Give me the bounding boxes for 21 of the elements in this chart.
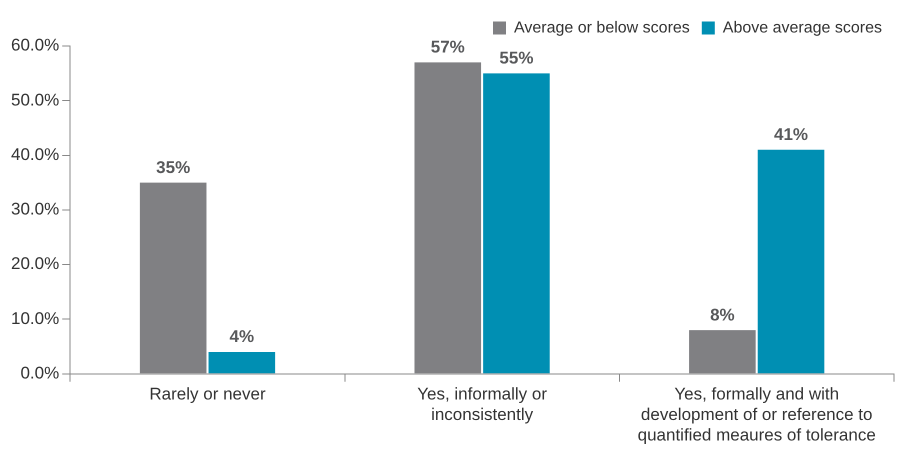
data-label: 35% (156, 158, 190, 177)
data-label: 41% (774, 124, 808, 144)
y-tick-label: 0.0% (20, 363, 60, 382)
x-tick-label: Yes, formally and with development of or reference to quantified meaures of tolerance (638, 384, 876, 444)
y-tick-label: 50.0% (11, 90, 60, 110)
legend-label: Average or below scores (514, 19, 690, 36)
y-tick-label: 20.0% (11, 254, 60, 274)
y-tick-label: 40.0% (11, 144, 60, 164)
y-tick-label: 30.0% (11, 200, 60, 219)
data-label: 8% (710, 305, 735, 324)
data-label: 55% (499, 48, 534, 68)
data-label: 57% (430, 38, 465, 57)
bar (483, 73, 550, 374)
x-tick-label: Yes, informally or inconsistently (417, 384, 548, 424)
bar (758, 150, 824, 374)
legend-label: Above average scores (722, 19, 882, 36)
y-tick-label: 10.0% (11, 308, 60, 328)
bar (208, 352, 276, 374)
y-tick-label: 60.0% (11, 36, 60, 55)
x-tick-label: Rarely or never (149, 384, 266, 404)
data-label: 4% (230, 327, 254, 346)
